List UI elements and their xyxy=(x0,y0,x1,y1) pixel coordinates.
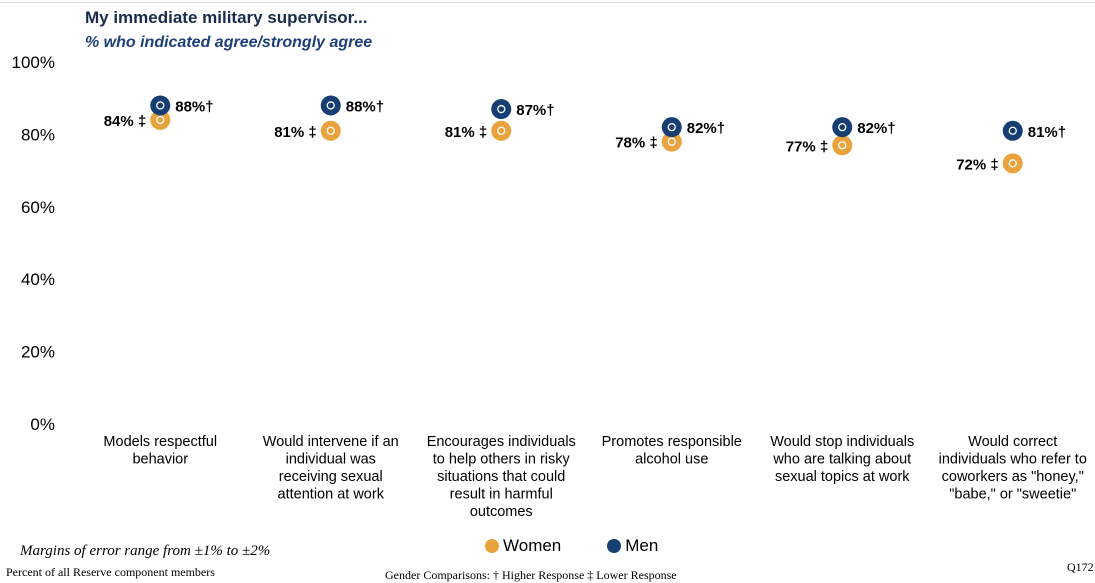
women-point-inner xyxy=(156,115,165,125)
men-point-inner xyxy=(156,101,165,110)
x-category-label: receiving sexual xyxy=(279,469,383,485)
y-tick-label: 80% xyxy=(21,125,55,144)
women-data-label: 81% ‡ xyxy=(274,124,317,141)
population-note: Percent of all Reserve component members xyxy=(6,565,215,579)
women-point-inner xyxy=(497,126,506,135)
x-category-label: outcomes xyxy=(470,504,533,520)
men-point-inner xyxy=(1008,126,1017,135)
men-point xyxy=(320,95,341,116)
women-data-label: 81% ‡ xyxy=(445,124,488,141)
women-point xyxy=(661,131,682,152)
x-category-label: Would intervene if an xyxy=(263,434,399,450)
y-tick-label: 20% xyxy=(21,343,55,362)
men-point xyxy=(1002,120,1023,141)
y-tick-label: 0% xyxy=(30,415,55,434)
y-tick-label: 100% xyxy=(12,53,55,72)
men-point-inner xyxy=(497,104,506,114)
men-data-label: 81%† xyxy=(1028,124,1066,141)
women-point-inner xyxy=(667,137,676,146)
women-data-label: 84% ‡ xyxy=(104,113,147,130)
x-category-label: result in harmful xyxy=(450,487,553,503)
x-category-label: to help others in risky xyxy=(433,452,571,468)
men-data-label: 88%† xyxy=(175,98,213,115)
x-category-label: Promotes responsible xyxy=(602,434,742,450)
x-category-label: Models respectful xyxy=(103,434,217,450)
x-category-label: sexual topics at work xyxy=(775,469,910,485)
legend-item-men: Men xyxy=(607,536,658,556)
women-point xyxy=(320,120,341,141)
y-tick-label: 60% xyxy=(21,198,55,217)
men-point-inner xyxy=(667,123,676,132)
x-category-label: Would stop individuals xyxy=(770,434,914,450)
x-category-label: Encourages individuals xyxy=(427,434,576,450)
legend-swatch-men xyxy=(607,539,622,553)
x-category-label: situations that could xyxy=(437,469,565,485)
x-category-label: coworkers as "honey," xyxy=(942,469,1084,485)
question-id: Q172 xyxy=(1067,560,1094,574)
women-point xyxy=(150,109,171,130)
y-tick-label: 40% xyxy=(21,270,55,289)
women-point xyxy=(832,135,853,156)
top-border xyxy=(0,2,1095,3)
men-point xyxy=(832,117,853,138)
x-category-label: alcohol use xyxy=(635,452,708,468)
x-category-label: individual was xyxy=(286,452,376,468)
women-point-inner xyxy=(1008,159,1017,168)
men-point xyxy=(491,99,512,120)
women-data-label: 78% ‡ xyxy=(615,135,658,152)
men-data-label: 82%† xyxy=(857,120,895,137)
women-point-inner xyxy=(838,141,847,150)
women-point xyxy=(491,120,512,141)
chart-subtitle: % who indicated agree/strongly agree xyxy=(85,34,373,51)
men-data-label: 87%† xyxy=(516,102,554,119)
legend-label-women: Women xyxy=(503,536,562,555)
men-point-inner xyxy=(326,101,335,110)
women-point-inner xyxy=(326,126,335,135)
legend-label-men: Men xyxy=(625,536,659,555)
men-data-label: 82%† xyxy=(687,120,725,137)
margin-of-error-note: Margins of error range from ±1% to ±2% xyxy=(20,543,271,559)
gender-comparisons-note: Gender Comparisons: † Higher Response ‡ … xyxy=(385,568,677,582)
chart-title: My immediate military supervisor... xyxy=(85,8,368,27)
legend-swatch-women xyxy=(485,539,499,553)
men-point-inner xyxy=(838,123,847,132)
x-category-label: behavior xyxy=(132,452,188,468)
men-data-label: 88%† xyxy=(346,98,384,115)
legend-item-women: Women xyxy=(485,536,561,556)
x-category-label: "babe," or "sweetie" xyxy=(949,487,1076,503)
men-point xyxy=(661,117,682,138)
women-data-label: 72% ‡ xyxy=(956,156,999,173)
x-category-label: Would correct xyxy=(968,434,1057,450)
legend: Women Men xyxy=(485,536,704,556)
x-category-label: individuals who refer to xyxy=(939,452,1087,468)
men-point xyxy=(150,95,171,116)
women-point xyxy=(1002,153,1023,174)
x-category-label: attention at work xyxy=(278,487,385,503)
women-data-label: 77% ‡ xyxy=(786,138,829,155)
x-category-label: who are talking about xyxy=(772,452,911,468)
